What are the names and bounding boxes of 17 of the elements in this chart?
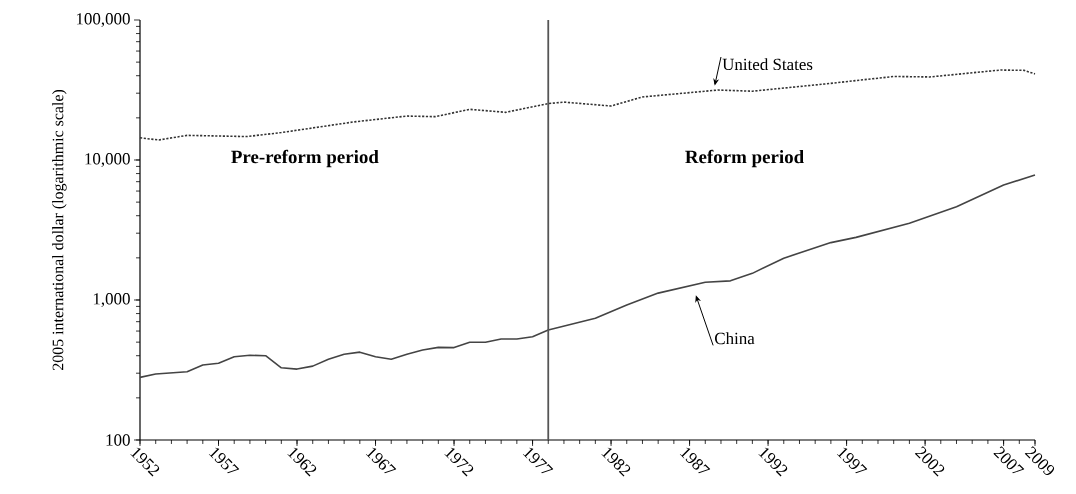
y-tick-label: 100 bbox=[106, 434, 130, 446]
x-tick-label: 1987 bbox=[679, 447, 711, 474]
annotation: Reform period bbox=[685, 149, 804, 168]
x-tick-label: 2007 bbox=[993, 446, 1025, 474]
line-series bbox=[139, 69, 1036, 141]
y-tick-label: 10,000 bbox=[85, 153, 130, 167]
y-axis-title: 2005 international dollar (logarithmic scale) bbox=[52, 89, 67, 371]
x-tick-label: 1977 bbox=[522, 447, 554, 474]
line-series bbox=[139, 174, 1036, 379]
series-label: United States bbox=[722, 58, 813, 71]
text: China bbox=[715, 332, 755, 345]
x-tick-label: 1957 bbox=[208, 447, 240, 474]
y-tick-label: 1,000 bbox=[93, 293, 130, 307]
annotation: Pre-reform period bbox=[231, 149, 379, 168]
x-tick-label: 1967 bbox=[365, 447, 397, 474]
x-tick-label: 1997 bbox=[836, 447, 868, 474]
y-tick-label: 100,000 bbox=[76, 13, 130, 27]
